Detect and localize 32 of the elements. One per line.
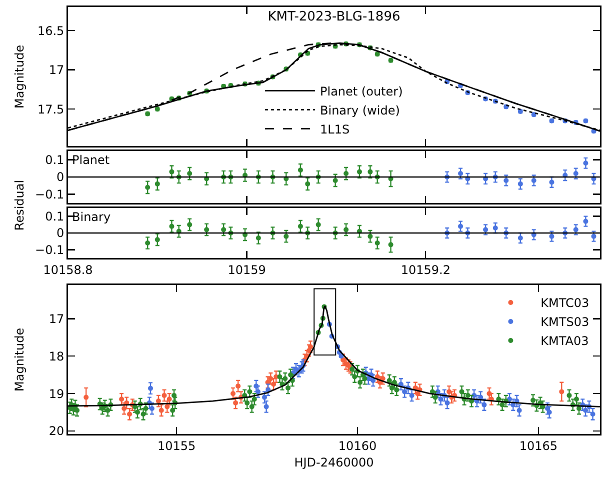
y-tick-label: 17.5 bbox=[37, 102, 64, 116]
x-tick-label: 10158.8 bbox=[43, 262, 93, 277]
y-tick-label: 17 bbox=[48, 63, 64, 78]
x-tick-label: 10155 bbox=[157, 438, 196, 453]
x-tick-label: 10159.2 bbox=[400, 262, 450, 277]
y-tick-label: 18 bbox=[48, 349, 64, 364]
chart-title: KMT-2023-BLG-1896 bbox=[268, 9, 400, 24]
y-axis-title: Residual bbox=[12, 180, 26, 231]
y-tick-label: 17 bbox=[48, 312, 64, 326]
y-tick-label: −0.1 bbox=[35, 188, 64, 202]
y-tick-label: 0.1 bbox=[45, 152, 64, 167]
y-tick-label: 16.5 bbox=[37, 24, 64, 38]
y-tick-label: 0 bbox=[56, 226, 64, 240]
y-tick-label: 20 bbox=[48, 424, 64, 438]
y-axis-title: Magnitude bbox=[12, 44, 26, 108]
annotation: Binary bbox=[72, 210, 111, 224]
x-tick-label: 10160 bbox=[338, 438, 377, 453]
x-axis-title: HJD-2460000 bbox=[294, 456, 374, 470]
x-tick-label: 10165 bbox=[519, 438, 558, 453]
legend-label: Binary (wide) bbox=[320, 103, 400, 118]
y-tick-label: 0 bbox=[56, 170, 64, 184]
legend-label: Planet (outer) bbox=[320, 84, 403, 98]
y-tick-label: 19 bbox=[48, 386, 64, 401]
y-tick-label: 0.1 bbox=[45, 210, 64, 224]
y-tick-label: −0.1 bbox=[35, 242, 64, 257]
annotation: Planet bbox=[72, 153, 110, 167]
legend-label: KMTC03 bbox=[540, 296, 590, 310]
legend-label: KMTA03 bbox=[540, 334, 589, 348]
y-axis-title: Magnitude bbox=[12, 328, 26, 392]
legend-label: KMTS03 bbox=[540, 315, 590, 330]
legend-label: 1L1S bbox=[320, 122, 350, 136]
x-tick-label: 10159 bbox=[228, 262, 266, 277]
